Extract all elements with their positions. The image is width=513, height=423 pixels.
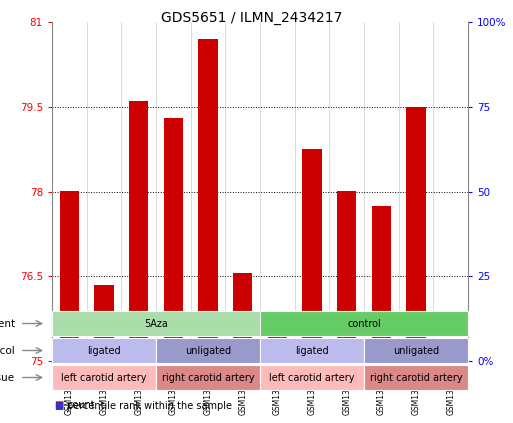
Bar bbox=[376, 341, 387, 348]
Text: tissue: tissue bbox=[0, 373, 15, 382]
Text: percentile rank within the sample: percentile rank within the sample bbox=[67, 401, 232, 411]
Bar bbox=[445, 352, 456, 360]
Text: right carotid artery: right carotid artery bbox=[162, 373, 254, 382]
Bar bbox=[303, 149, 322, 361]
Bar bbox=[133, 323, 144, 331]
Bar bbox=[199, 39, 218, 361]
Text: ■: ■ bbox=[54, 401, 64, 411]
Text: count: count bbox=[67, 400, 95, 410]
Text: agent: agent bbox=[0, 319, 15, 329]
Text: unligated: unligated bbox=[393, 346, 439, 355]
Text: control: control bbox=[347, 319, 381, 329]
Bar bbox=[441, 350, 460, 361]
Text: 5Aza: 5Aza bbox=[144, 319, 168, 329]
Bar bbox=[260, 338, 364, 363]
Text: protocol: protocol bbox=[0, 346, 15, 355]
Text: ■: ■ bbox=[54, 400, 64, 410]
Bar bbox=[99, 354, 109, 361]
Text: ligated: ligated bbox=[87, 346, 121, 355]
Bar bbox=[406, 107, 425, 361]
Bar bbox=[52, 365, 156, 390]
Bar bbox=[372, 206, 391, 361]
Bar bbox=[342, 339, 352, 346]
Text: ligated: ligated bbox=[295, 346, 329, 355]
Bar bbox=[364, 338, 468, 363]
Bar bbox=[364, 365, 468, 390]
Bar bbox=[164, 118, 183, 361]
Bar bbox=[203, 321, 213, 329]
Bar bbox=[52, 310, 260, 336]
Text: unligated: unligated bbox=[185, 346, 231, 355]
Bar bbox=[411, 323, 421, 331]
Bar bbox=[260, 310, 468, 336]
Bar bbox=[238, 351, 248, 358]
Bar bbox=[64, 346, 74, 353]
Bar bbox=[129, 101, 148, 361]
Text: right carotid artery: right carotid artery bbox=[370, 373, 462, 382]
Bar bbox=[60, 192, 79, 361]
Bar bbox=[268, 319, 287, 361]
Bar bbox=[337, 192, 356, 361]
Text: GDS5651 / ILMN_2434217: GDS5651 / ILMN_2434217 bbox=[161, 11, 342, 25]
Bar bbox=[52, 338, 156, 363]
Bar bbox=[233, 273, 252, 361]
Text: left carotid artery: left carotid artery bbox=[61, 373, 147, 382]
Bar bbox=[260, 365, 364, 390]
Bar bbox=[307, 337, 317, 344]
Bar bbox=[94, 285, 113, 361]
Text: left carotid artery: left carotid artery bbox=[269, 373, 355, 382]
Bar bbox=[156, 365, 260, 390]
Bar bbox=[168, 334, 179, 341]
Bar bbox=[272, 349, 283, 356]
Bar bbox=[156, 338, 260, 363]
